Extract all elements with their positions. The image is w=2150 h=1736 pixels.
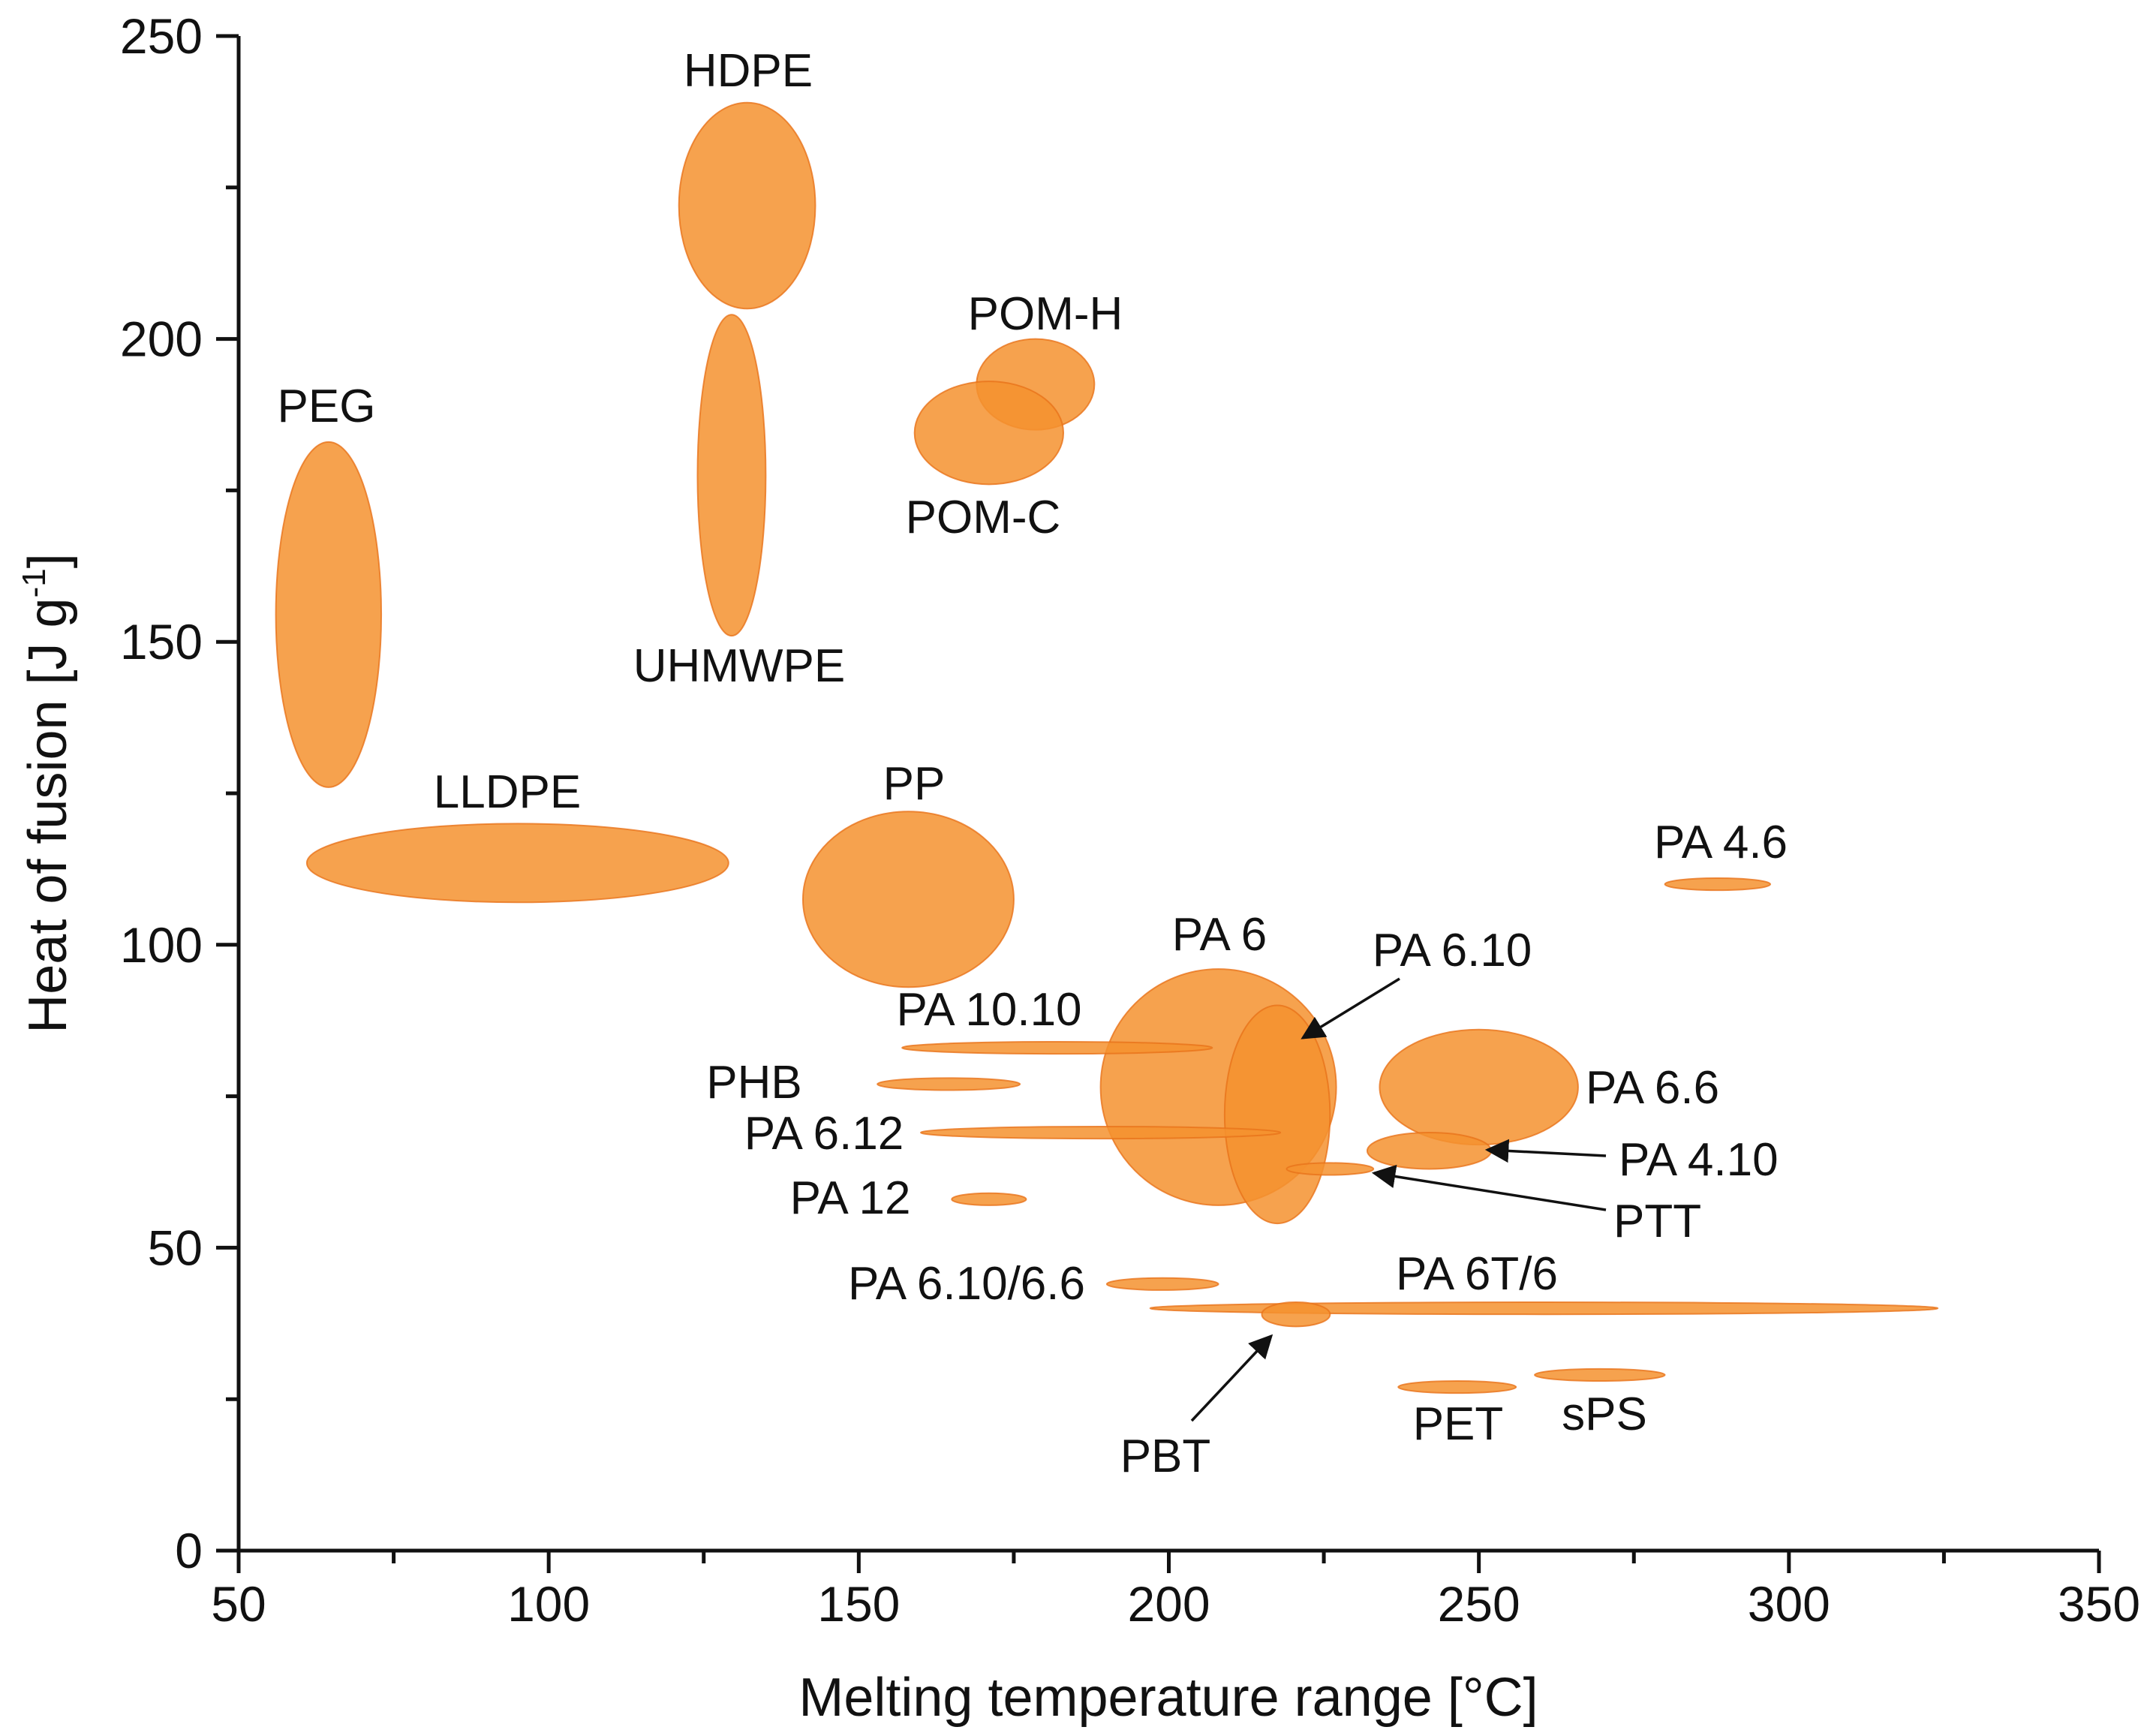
- y-tick-label: 50: [148, 1220, 203, 1275]
- x-tick-label: 100: [507, 1576, 590, 1632]
- label-pom-c: POM-C: [906, 492, 1061, 543]
- x-axis-title: Melting temperature range [°C]: [798, 1668, 1538, 1728]
- label-pa-6-6: PA 6.6: [1586, 1062, 1719, 1114]
- x-tick-label: 350: [2058, 1576, 2140, 1632]
- y-tick-label: 0: [175, 1523, 203, 1578]
- y-axis-title-main: Heat of fusion [J g: [18, 597, 78, 1033]
- y-tick-label: 150: [120, 614, 203, 669]
- region-phb: [877, 1077, 1021, 1091]
- label-pa-6t-6: PA 6T/6: [1396, 1248, 1558, 1300]
- region-pa-12: [951, 1192, 1027, 1206]
- y-axis-title-exponent: -1: [16, 568, 53, 597]
- y-tick-label: 100: [120, 917, 203, 973]
- x-tick-label: 250: [1438, 1576, 1520, 1632]
- region-pa-10-10: [901, 1040, 1213, 1055]
- label-pbt: PBT: [1120, 1431, 1211, 1482]
- region-sps: [1534, 1367, 1666, 1382]
- region-pa-6-12: [919, 1125, 1282, 1140]
- label-peg: PEG: [278, 381, 376, 432]
- label-pa-4-10: PA 4.10: [1619, 1134, 1779, 1186]
- label-pa-6: PA 6: [1172, 909, 1267, 961]
- x-tick-label: 300: [1748, 1576, 1830, 1632]
- region-pet: [1397, 1379, 1517, 1395]
- region-labels: HDPE UHMWPE PEG POM-H POM-C LLDPE PP PA 4.6 PA 6…: [278, 45, 1788, 1482]
- arrow-pbt: [1190, 1334, 1273, 1422]
- region-pa-6t-6: [1149, 1301, 1939, 1316]
- region-pa-6-10-6-6: [1105, 1277, 1219, 1291]
- region-pa-6-10: [1223, 1004, 1331, 1225]
- region-lldpe: [305, 823, 729, 904]
- region-peg: [275, 441, 383, 788]
- label-pa-10-10: PA 10.10: [896, 984, 1081, 1036]
- label-pp: PP: [883, 758, 946, 810]
- region-uhmwpe: [696, 314, 767, 637]
- label-pa-6-10: PA 6.10: [1373, 925, 1532, 976]
- label-pa-4-6: PA 4.6: [1654, 817, 1788, 868]
- region-pa-6-6: [1379, 1028, 1579, 1146]
- label-pom-h: POM-H: [968, 288, 1123, 340]
- region-pom-c: [913, 381, 1065, 486]
- label-ptt: PTT: [1613, 1196, 1701, 1247]
- region-pbt: [1261, 1301, 1331, 1328]
- arrow-ptt: [1371, 1164, 1607, 1211]
- label-sps: sPS: [1562, 1388, 1647, 1440]
- label-phb: PHB: [706, 1057, 801, 1109]
- x-tick-label: 200: [1127, 1576, 1210, 1632]
- x-tick-label: 50: [211, 1576, 266, 1632]
- arrow-pa-4-10: [1484, 1139, 1607, 1163]
- y-tick-label: 200: [120, 311, 203, 367]
- annotation-arrows: [1190, 977, 1607, 1422]
- label-pa-6-10-6-6: PA 6.10/6.6: [848, 1258, 1085, 1310]
- plot-regions: [275, 101, 1939, 1395]
- label-pet: PET: [1413, 1398, 1504, 1450]
- region-pp: [801, 811, 1015, 988]
- y-axis-title: Heat of fusion [J g-1]: [16, 553, 78, 1033]
- label-hdpe: HDPE: [684, 45, 813, 97]
- y-tick-label: 250: [120, 8, 203, 64]
- label-pa-6-12: PA 6.12: [744, 1108, 904, 1160]
- x-tick-label: 150: [817, 1576, 900, 1632]
- region-pa-4-6: [1664, 877, 1772, 892]
- region-hdpe: [678, 101, 816, 310]
- label-uhmwpe: UHMWPE: [633, 640, 845, 692]
- axis-ticks: [216, 34, 2101, 1573]
- region-pa-4-10: [1366, 1132, 1493, 1170]
- arrow-pa-6-10: [1301, 977, 1400, 1039]
- y-axis-title-close: ]: [18, 553, 78, 568]
- label-lldpe: LLDPE: [434, 766, 581, 818]
- region-ptt: [1285, 1162, 1375, 1176]
- label-pa-12: PA 12: [790, 1172, 911, 1224]
